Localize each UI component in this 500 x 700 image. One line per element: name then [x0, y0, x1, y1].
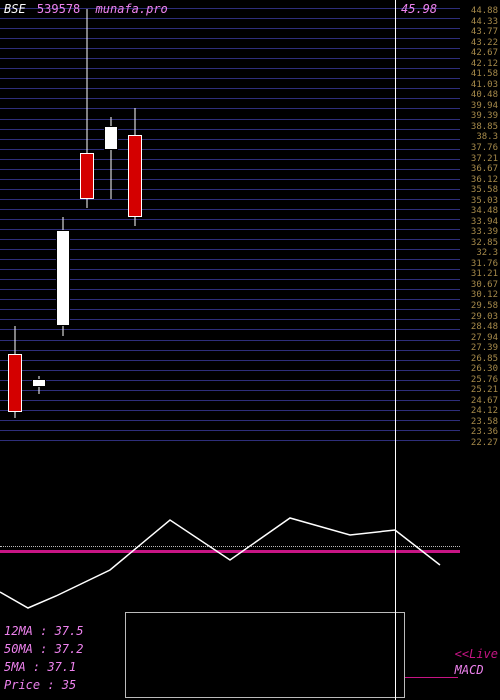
chart-container: BSE 539578 munafa.pro 45.98 44.8844.3343…	[0, 0, 500, 700]
site-label: munafa.pro	[96, 2, 168, 16]
ticker-label: 539578	[37, 2, 80, 16]
price-label: Price : 35	[4, 676, 83, 694]
chart-header: BSE 539578 munafa.pro	[4, 2, 168, 16]
ma5-label: 5MA : 37.1	[4, 658, 83, 676]
exchange-label: BSE	[4, 2, 26, 16]
macd-text: MACD	[455, 663, 484, 677]
cursor-price-label: 45.98	[401, 2, 437, 16]
ma50-label: 50MA : 37.2	[4, 640, 83, 658]
macd-signal-line	[0, 0, 500, 700]
ma12-label: 12MA : 37.5	[4, 622, 83, 640]
info-box: 12MA : 37.5 50MA : 37.2 5MA : 37.1 Price…	[4, 622, 83, 694]
crosshair-vertical	[395, 0, 396, 700]
live-text: <<Live	[455, 647, 498, 661]
live-label: <<Live MACD	[455, 647, 498, 678]
